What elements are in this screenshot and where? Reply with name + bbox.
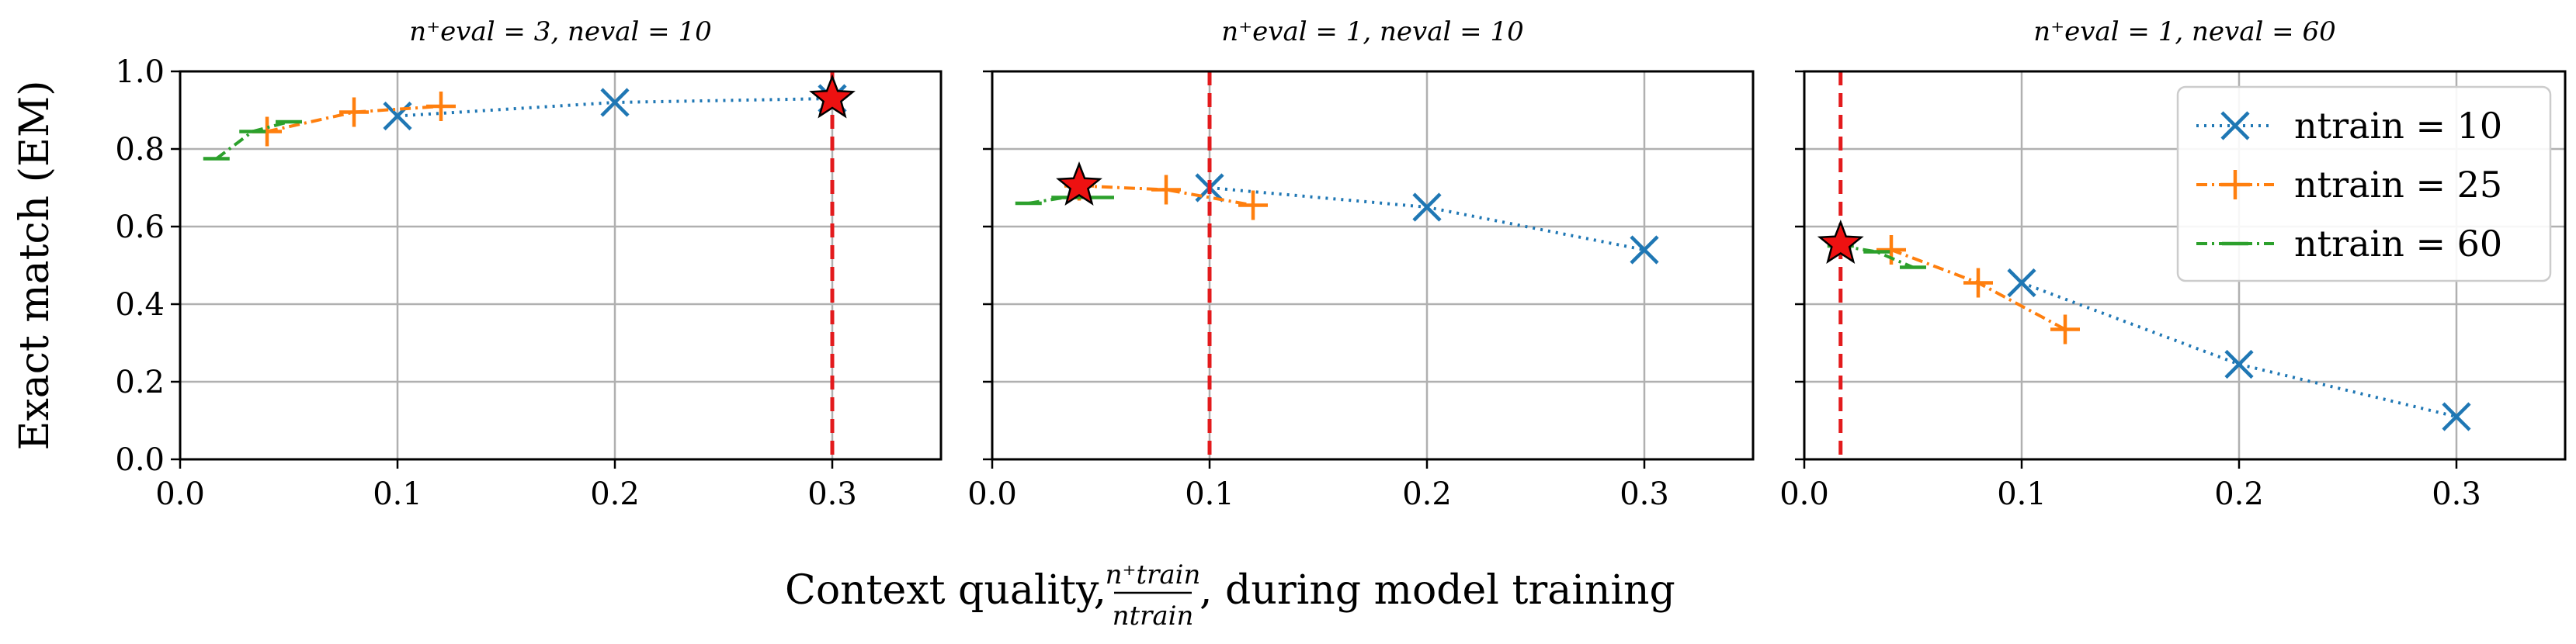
panel-title: n⁺eval = 1, neval = 10 <box>1221 16 1523 47</box>
x-axis-label: Context quality, n⁺train ntrain, during m… <box>785 559 1675 632</box>
legend-label: ntrain = 10 <box>2294 105 2502 147</box>
x-tick-label: 0.3 <box>1620 476 1669 512</box>
x-axis-label-numerator: n⁺train <box>1106 559 1201 590</box>
data-point <box>1630 235 1659 265</box>
data-point <box>600 88 630 117</box>
series-line <box>2021 281 2457 418</box>
x-axis-label-suffix: , during model training <box>1199 567 1675 614</box>
x-tick-label: 0.0 <box>1779 476 1829 512</box>
panel-1: 0.0 0.1 0.2 0.3 0.0 0.2 0.4 0.6 0.8 1.0 n⁺eval = 3… <box>115 16 943 512</box>
x-tick-label: 0.1 <box>373 476 422 512</box>
series-line <box>1840 244 1914 269</box>
axes-frame <box>1803 70 2567 461</box>
y-tick-label: 0.8 <box>115 132 165 168</box>
legend-label: ntrain = 25 <box>2294 164 2502 206</box>
legend-label: ntrain = 60 <box>2294 223 2502 265</box>
series-line <box>1078 184 1254 207</box>
series-line <box>266 105 442 133</box>
data-point <box>1412 192 1442 222</box>
x-tick-label: 0.1 <box>1997 476 2047 512</box>
x-tick-label: 0.0 <box>155 476 205 512</box>
axes-frame <box>179 70 943 461</box>
data-point <box>2007 268 2036 298</box>
axes-frame <box>991 70 1755 461</box>
x-tick-label: 0.3 <box>2432 476 2481 512</box>
x-tick-label: 0.2 <box>1402 476 1452 512</box>
panel-title: n⁺eval = 3, neval = 10 <box>409 16 711 47</box>
x-axis-label-denominator: ntrain <box>1113 601 1194 632</box>
x-tick-label: 0.1 <box>1185 476 1234 512</box>
y-tick-label: 0.2 <box>115 365 165 400</box>
y-tick-label: 1.0 <box>115 54 165 90</box>
best-star-marker <box>1817 220 1864 265</box>
y-tick-label: 0.6 <box>115 209 165 245</box>
data-point <box>2442 402 2471 431</box>
x-axis-label-prefix: Context quality, <box>785 567 1106 614</box>
legend: ntrain = 10 ntrain = 25 ntrain = 60 <box>2176 85 2552 282</box>
panel-2: 0.0 0.1 0.2 0.3 n⁺eval = 1, neval = 10 <box>967 16 1755 512</box>
panel-title: n⁺eval = 1, neval = 60 <box>2033 16 2335 47</box>
y-axis-label: Exact match (EM) <box>12 81 58 451</box>
x-tick-label: 0.2 <box>2214 476 2264 512</box>
data-point <box>2224 349 2254 379</box>
best-star-marker <box>1056 161 1102 206</box>
y-tick-label: 0.0 <box>115 442 165 478</box>
y-tick-label: 0.4 <box>115 287 165 323</box>
x-tick-label: 0.0 <box>967 476 1017 512</box>
series-line <box>215 120 290 161</box>
x-tick-label: 0.3 <box>807 476 857 512</box>
x-tick-label: 0.2 <box>590 476 640 512</box>
legend-marker <box>2220 111 2250 140</box>
best-star-marker <box>809 74 856 119</box>
legend-box <box>2176 85 2552 282</box>
